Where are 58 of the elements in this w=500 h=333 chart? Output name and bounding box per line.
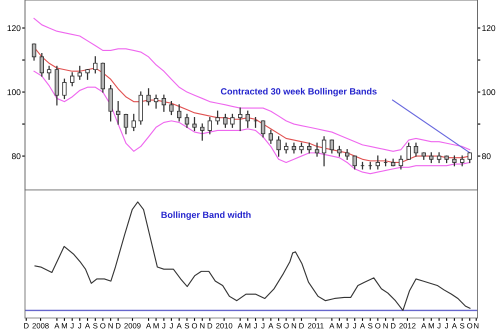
candlestick [429,152,434,164]
candlestick [78,66,82,80]
candlestick [108,85,113,122]
candlestick [62,78,67,100]
candlestick [177,104,182,122]
candlestick [376,155,380,170]
candlestick [337,146,342,157]
candlestick [208,117,212,134]
candlestick [284,142,288,154]
candlestick [330,139,334,154]
y-tick-label: 80 [12,153,21,160]
candlestick [246,110,250,128]
candlestick [322,136,326,166]
line-series [33,70,470,174]
candlestick [124,114,128,134]
candlestick [406,142,411,160]
line-series [33,18,470,152]
candlestick [70,72,74,86]
candlestick [46,66,52,80]
candlestick [146,88,151,106]
candlestick [223,114,228,128]
y2-tick-label: 120 [482,25,496,32]
candlestick [162,94,166,112]
candlestick [307,142,312,154]
candlestick [230,114,235,128]
candlestick [398,155,404,170]
candlestick [184,114,190,128]
candlestick [452,155,457,166]
annotation: Contracted 30 week Bollinger Bands [220,88,377,96]
candlestick [352,155,357,170]
candlestick [276,136,281,157]
candlestick [200,123,204,141]
candlestick [40,53,44,77]
candlestick [436,152,442,164]
candlestick [116,101,120,125]
candlestick [292,142,296,154]
candlestick [32,43,36,61]
candlestick [268,130,274,144]
candlestick [85,69,90,80]
candlestick [169,101,174,116]
candlestick [344,149,350,160]
candlestick [460,155,464,166]
annotation: Bollinger Band width [161,211,251,220]
candlestick [192,117,197,132]
candlestick [260,120,266,138]
candlestick [154,94,158,109]
candlestick [93,56,98,74]
candlestick [314,142,320,157]
y-tick-label: 120 [8,25,21,32]
candlestick [215,110,220,125]
candlestick [468,152,472,164]
y-tick-label: 100 [8,89,21,96]
y2-tick-label: 100 [482,89,496,96]
candlestick [238,107,242,132]
candlestick [299,142,304,154]
candlestick [132,114,136,132]
y2-tick-label: 80 [482,153,491,160]
candlestick [414,142,418,157]
